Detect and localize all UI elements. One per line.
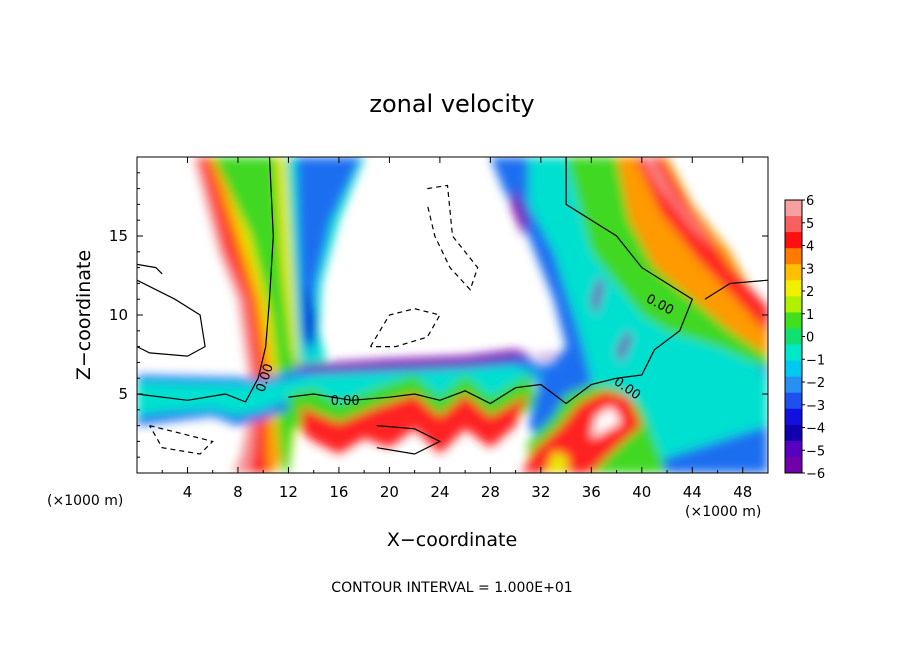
colorbar-swatch (785, 344, 802, 362)
y-axis-label: Z−coordinate (73, 250, 95, 380)
colorbar-label: 3 (806, 262, 814, 277)
right-orange (616, 157, 768, 357)
blob-white-hole (591, 406, 622, 439)
y-tick-label: 5 (118, 385, 128, 403)
x-axis-label: X−coordinate (387, 529, 517, 551)
contour-zero-right (288, 157, 694, 405)
x-tick-label: 28 (481, 483, 500, 501)
colorbar-label: −1 (806, 353, 825, 368)
colorbar-swatch (785, 360, 802, 378)
contour-left-loop (137, 279, 206, 357)
contour-label: 0.00 (331, 394, 360, 409)
x-tick-label: 48 (733, 483, 752, 501)
y-tick-label: 10 (109, 306, 128, 324)
colorbar-label: 0 (806, 331, 814, 346)
colorbar-swatch (785, 280, 802, 297)
colorbar-swatch (785, 392, 802, 410)
x-tick-label: 12 (279, 483, 298, 501)
colorbar-label: 1 (806, 308, 814, 323)
x-tick-label: 24 (430, 483, 449, 501)
right-max (641, 157, 718, 252)
colorbar-label: −6 (806, 467, 825, 482)
colorbar-swatch (785, 408, 802, 426)
streak-3 (510, 188, 529, 236)
contour-label-group: 0.00 (331, 394, 360, 409)
colorbar-label: −5 (806, 444, 825, 459)
contour-dashed-upper (426, 184, 479, 291)
x-tick-label: 4 (183, 483, 193, 501)
y-tick-label: 15 (109, 227, 128, 245)
colorbar-swatch (785, 328, 802, 346)
colorbar-swatch (785, 248, 802, 265)
chart-title: zonal velocity (369, 90, 534, 118)
colorbar-swatch (785, 440, 802, 458)
column-darkblue (304, 283, 317, 347)
layer-purple (288, 349, 592, 372)
colorbar-label: −3 (806, 399, 825, 414)
contour-lower-loop (376, 425, 442, 455)
x-tick-label: 40 (632, 483, 651, 501)
contour-interval-note: CONTOUR INTERVAL = 1.000E+01 (331, 580, 572, 596)
x-tick-label: 8 (233, 483, 243, 501)
colorbar-swatch (785, 232, 802, 249)
blob-yellow (545, 450, 569, 473)
colorbar-swatch (785, 312, 802, 329)
colorbar-swatch (785, 216, 802, 233)
colorbar-label: 4 (806, 240, 814, 255)
colorbar-swatch (785, 376, 802, 394)
streak-1 (591, 277, 604, 315)
colorbar-label: 6 (806, 194, 814, 209)
colorbar-label: 2 (806, 285, 814, 300)
streak-2 (616, 330, 632, 363)
colorbar-label: −4 (806, 422, 825, 437)
contour-zero-left (137, 157, 274, 403)
velocity-field (137, 157, 768, 473)
contour-dashed-mid (369, 308, 441, 348)
y-axis: 5 10 15 (109, 172, 768, 458)
contour-right-edge (704, 279, 768, 300)
colorbar-swatch (785, 456, 802, 474)
contour-dashed-lowleft (149, 425, 214, 455)
colorbar-swatch (785, 200, 802, 217)
colorbar-swatch (785, 296, 802, 313)
right-red (635, 157, 768, 334)
x-axis: 4 8 12 16 20 24 28 32 36 40 44 48 (161, 157, 752, 501)
x-tick-label: 36 (582, 483, 601, 501)
x-unit-left: (×1000 m) (47, 493, 123, 509)
x-tick-label: 16 (329, 483, 348, 501)
colorbar-swatch (785, 264, 802, 281)
contour-small-left (137, 263, 163, 275)
x-tick-label: 20 (380, 483, 399, 501)
x-tick-label: 32 (531, 483, 550, 501)
colorbar: 6 5 4 3 2 1 0 −1 −2 −3 −4 −5 −6 (784, 194, 825, 482)
x-tick-label: 44 (683, 483, 702, 501)
wedge-red (301, 394, 529, 454)
colorbar-swatch (785, 424, 802, 442)
colorbar-label: −2 (806, 376, 825, 391)
colorbar-label: 5 (806, 217, 814, 232)
x-unit-right: (×1000 m) (685, 504, 761, 520)
